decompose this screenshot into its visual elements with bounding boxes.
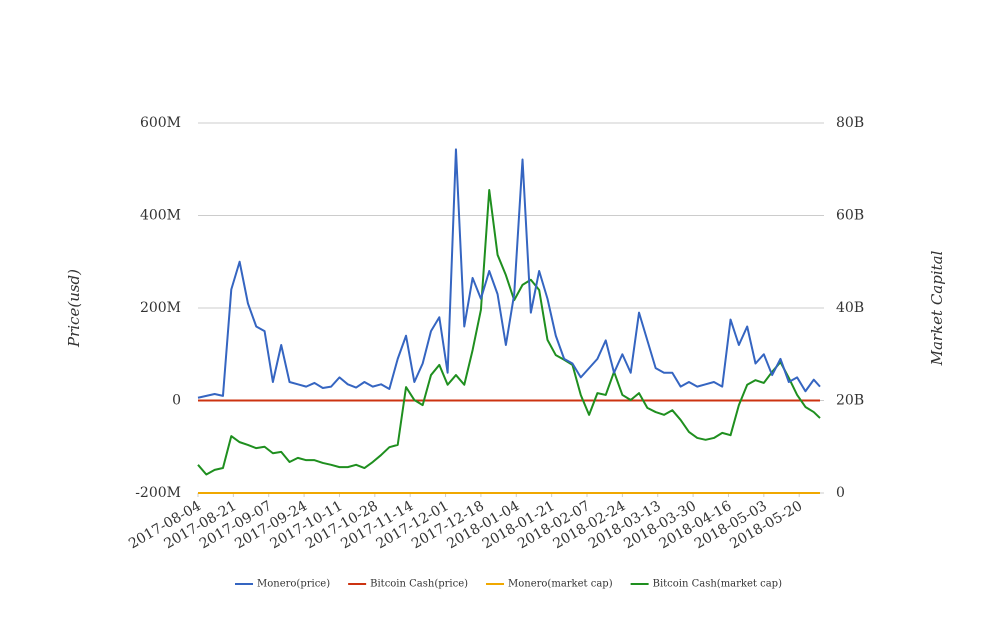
y-tick-label: -200M	[135, 485, 181, 501]
legend-label: Bitcoin Cash(price)	[370, 579, 468, 590]
y2-tick-label: 60B	[836, 208, 864, 224]
y2-tick-label: 0	[836, 485, 845, 501]
y2-tick-label: 40B	[836, 300, 864, 316]
y2-axis-label: Market Capital	[928, 250, 946, 366]
series-line	[197, 148, 821, 399]
y-tick-label: 200M	[140, 300, 181, 316]
legend-label: Bitcoin Cash(market cap)	[653, 579, 782, 590]
y-tick-label: 400M	[140, 208, 181, 224]
y-tick-label: 0	[172, 393, 181, 409]
legend-label: Monero(price)	[257, 579, 330, 590]
y-axis-label: Price(usd)	[65, 269, 83, 348]
y-tick-label: 600M	[140, 115, 181, 131]
series-line	[197, 189, 821, 476]
y2-tick-label: 20B	[836, 393, 864, 409]
legend-label: Monero(market cap)	[508, 579, 613, 590]
y2-tick-label: 80B	[836, 115, 864, 131]
